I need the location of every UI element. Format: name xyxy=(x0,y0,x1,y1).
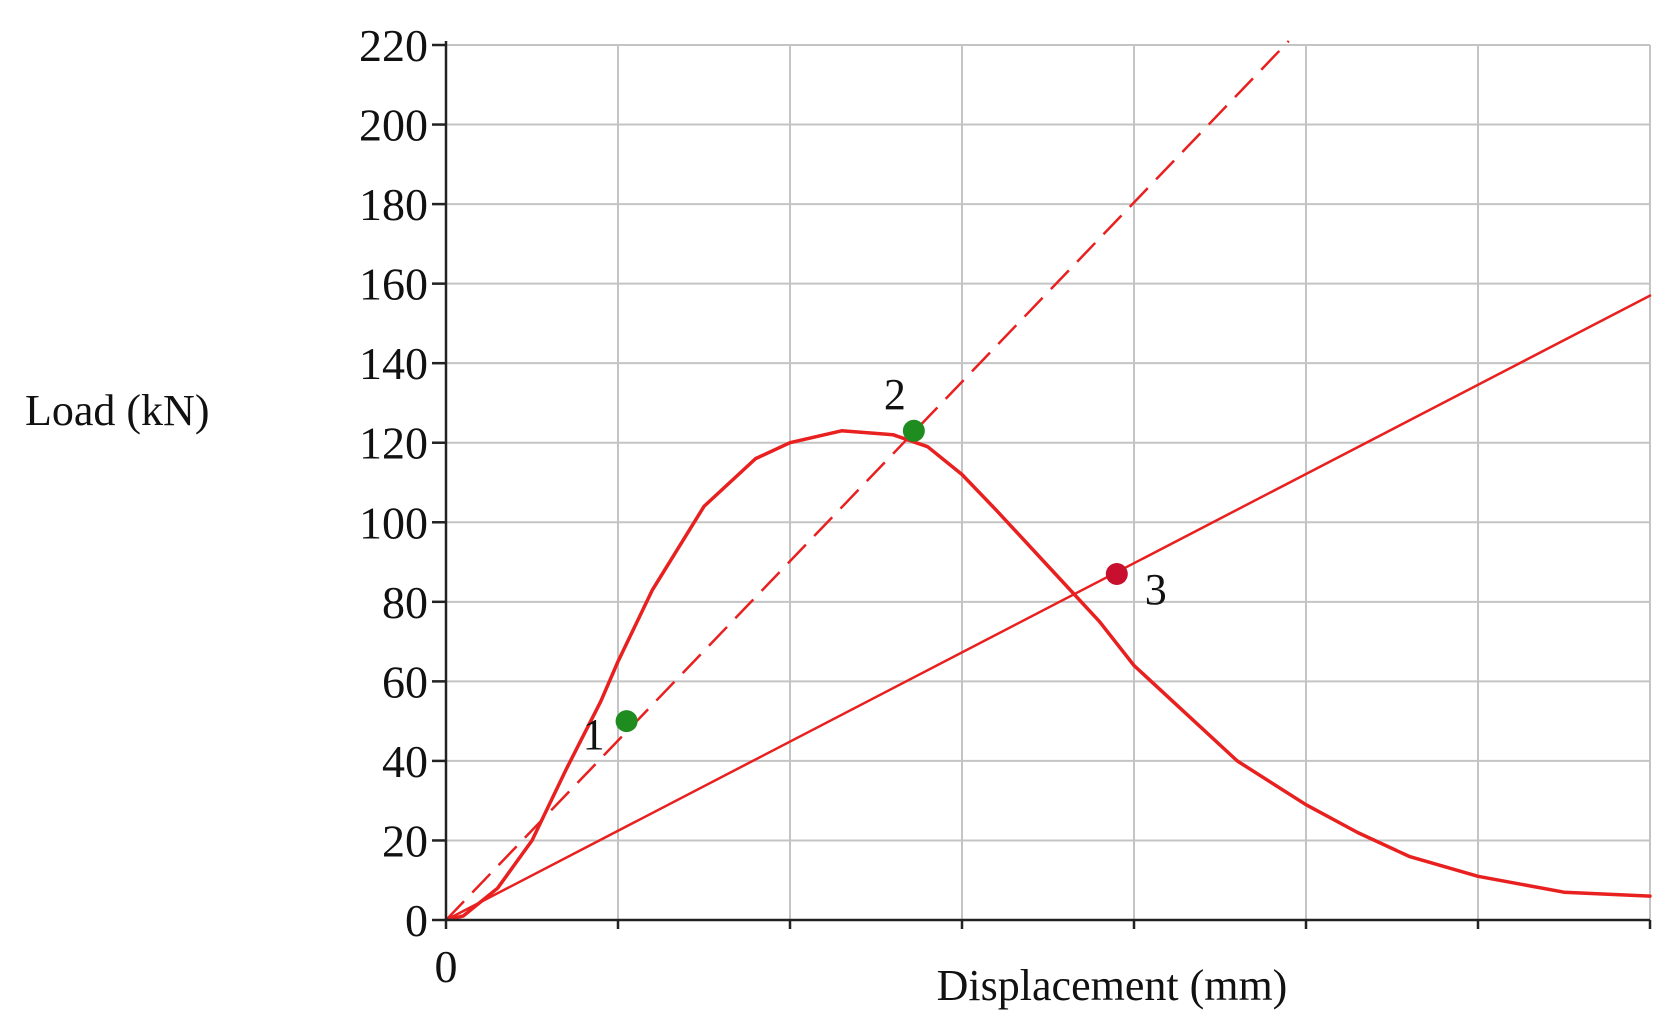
point-label-2: 2 xyxy=(884,370,906,419)
y-tick-label: 60 xyxy=(382,656,428,707)
y-tick-label: 200 xyxy=(359,100,428,151)
axes xyxy=(432,41,1652,929)
x-tick-labels: 0 xyxy=(435,941,458,992)
marked-points: 1 2 3 xyxy=(583,370,1167,759)
point-marker-2 xyxy=(902,419,925,442)
y-tick-label: 120 xyxy=(359,418,428,469)
y-tick-label: 0 xyxy=(405,895,428,946)
x-tick-label: 0 xyxy=(435,941,458,992)
series-line-2 xyxy=(446,40,1290,920)
y-tick-label: 160 xyxy=(359,259,428,310)
x-axis-title: Displacement (mm) xyxy=(937,961,1288,1010)
grid xyxy=(446,44,1651,920)
series-line-3 xyxy=(446,294,1652,920)
y-tick-label: 180 xyxy=(359,179,428,230)
y-tick-label: 100 xyxy=(359,497,428,548)
y-tick-label: 220 xyxy=(359,20,428,71)
y-tick-label: 40 xyxy=(382,736,428,787)
series-layer xyxy=(446,40,1652,920)
point-marker-1 xyxy=(615,710,638,733)
y-tick-label: 80 xyxy=(382,577,428,628)
y-axis-title: Load (kN) xyxy=(25,386,210,435)
series-line-1 xyxy=(446,429,1652,920)
y-tick-label: 20 xyxy=(382,815,428,866)
y-tick-labels: 0 20 40 60 80 100 120 140 160 180 200 220 xyxy=(359,20,428,946)
point-label-3: 3 xyxy=(1145,565,1167,614)
point-label-1: 1 xyxy=(583,710,605,759)
y-tick-label: 140 xyxy=(359,338,428,389)
point-marker-3 xyxy=(1105,562,1128,585)
